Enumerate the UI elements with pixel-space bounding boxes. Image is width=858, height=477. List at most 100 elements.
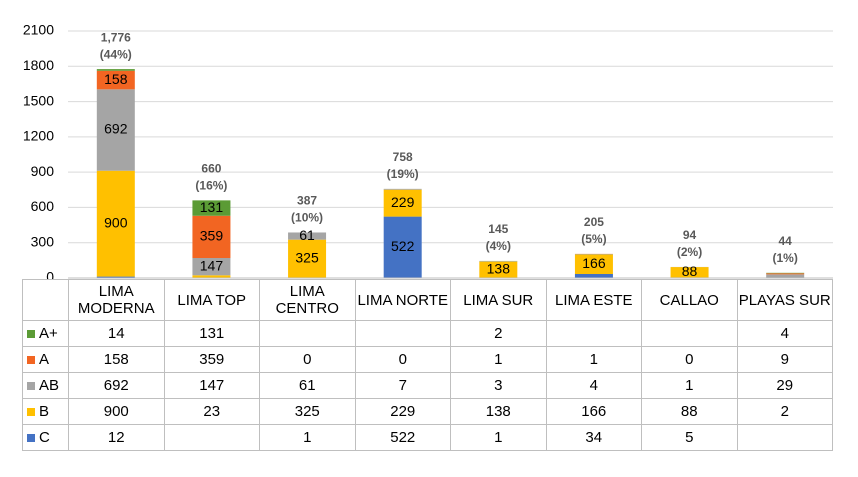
data-label: 131 (200, 199, 224, 215)
share-label: (1%) (773, 251, 798, 265)
y-tick-label: 1500 (23, 92, 54, 108)
y-tick-label: 2100 (23, 22, 54, 38)
data-label: 61 (299, 227, 315, 243)
table-cell: 229 (354, 398, 451, 425)
y-tick-label: 0 (46, 269, 54, 280)
data-label: 359 (200, 228, 224, 244)
legend-label: AB (39, 377, 60, 394)
x-tick-label: PLAYAS SUR (736, 279, 833, 321)
share-label: (4%) (486, 239, 511, 253)
table-cell: 1 (450, 424, 547, 451)
bar-segment (766, 273, 805, 275)
legend-swatch (27, 382, 35, 391)
table-cell (354, 320, 451, 347)
table-cell: 88 (641, 398, 738, 425)
x-tick-label: LIMA NORTE (354, 279, 451, 321)
share-label: (19%) (387, 167, 419, 181)
bar-segment (288, 239, 327, 278)
table-cell: 522 (354, 424, 451, 451)
table-cell: 1 (545, 346, 642, 373)
table-header-row: LIMA MODERNA LIMA TOP LIMA CENTRO LIMA NORT… (22, 279, 833, 321)
data-label: 692 (104, 121, 128, 137)
x-tick-label: LIMA SUR (450, 279, 547, 321)
share-label: (10%) (291, 211, 323, 225)
total-label: 94 (683, 228, 697, 242)
bar-segment (574, 274, 613, 278)
chart: 0 300 600 900 1200 1500 1800 2100 900 692 158 1,776… (23, 22, 833, 280)
table-cell: 2 (450, 320, 547, 347)
bar-segment (192, 200, 231, 216)
data-label: 138 (487, 260, 511, 276)
total-label: 387 (297, 194, 317, 208)
table-cell: 14 (68, 320, 165, 347)
data-label: 522 (391, 238, 415, 254)
legend-entry: B (22, 398, 69, 425)
bar-segment (192, 275, 231, 278)
table-cell: 1 (259, 424, 356, 451)
x-tick-label: LIMA TOP (163, 279, 260, 321)
bar-segment (670, 267, 709, 278)
legend-label: C (39, 429, 50, 446)
table-cell: 131 (163, 320, 260, 347)
bar-segment (383, 188, 422, 190)
total-label: 205 (584, 215, 604, 229)
bar-segment (192, 215, 231, 259)
table-cell: 7 (354, 372, 451, 399)
bar-segment (96, 170, 135, 277)
table-cell: 9 (736, 346, 833, 373)
legend-entry: A (22, 346, 69, 373)
legend-label: B (39, 403, 50, 420)
table-row: AB 692 147 61 7 3 4 1 29 (22, 372, 833, 399)
table-cell: 1 (641, 372, 738, 399)
table-cell (545, 320, 642, 347)
legend-swatch (27, 330, 35, 339)
x-tick-label: LIMA CENTRO (259, 279, 356, 321)
legend-entry: C (22, 424, 69, 451)
table-cell: 5 (641, 424, 738, 451)
bar-segment (96, 89, 135, 171)
table-cell: 61 (259, 372, 356, 399)
table-row: C 12 1 522 1 34 5 (22, 424, 833, 451)
y-tick-label: 1800 (23, 57, 54, 73)
total-label: 1,776 (101, 30, 131, 44)
table-cell (736, 424, 833, 451)
table-cell: 0 (354, 346, 451, 373)
table-row: A 158 359 0 0 1 1 0 9 (22, 346, 833, 373)
table-cell: 359 (163, 346, 260, 373)
x-tick-label: LIMA MODERNA (68, 279, 165, 321)
corner-cell (22, 279, 69, 321)
table-cell: 29 (736, 372, 833, 399)
share-label: (16%) (195, 179, 227, 193)
y-tick-label: 900 (31, 163, 55, 179)
table-cell: 4 (736, 320, 833, 347)
data-label: 325 (295, 249, 319, 265)
table-row: A+ 14 131 2 4 (22, 320, 833, 347)
table-cell: 0 (641, 346, 738, 373)
table-cell (259, 320, 356, 347)
legend-swatch (27, 408, 35, 417)
bar-segment (766, 274, 805, 278)
x-tick-label: LIMA ESTE (545, 279, 642, 321)
table-cell: 4 (545, 372, 642, 399)
bar-segment (192, 258, 231, 276)
data-label: 88 (682, 263, 698, 279)
total-label: 660 (201, 162, 221, 176)
table-cell: 1 (450, 346, 547, 373)
table-row: B 900 23 325 229 138 166 88 2 (22, 398, 833, 425)
legend-swatch (27, 434, 35, 443)
table-cell: 138 (450, 398, 547, 425)
bar-segment (96, 276, 135, 278)
legend-label: A (39, 351, 50, 368)
bar-segment (96, 69, 135, 71)
table-cell: 900 (68, 398, 165, 425)
bar-segment (574, 254, 613, 275)
total-label: 758 (393, 150, 413, 164)
table-cell: 3 (450, 372, 547, 399)
data-label: 166 (582, 255, 606, 271)
data-table: LIMA MODERNA LIMA TOP LIMA CENTRO LIMA NORT… (22, 279, 833, 451)
bar-segment (288, 232, 327, 240)
legend-entry: A+ (22, 320, 69, 347)
data-label: 900 (104, 214, 128, 230)
total-label: 44 (779, 234, 793, 248)
